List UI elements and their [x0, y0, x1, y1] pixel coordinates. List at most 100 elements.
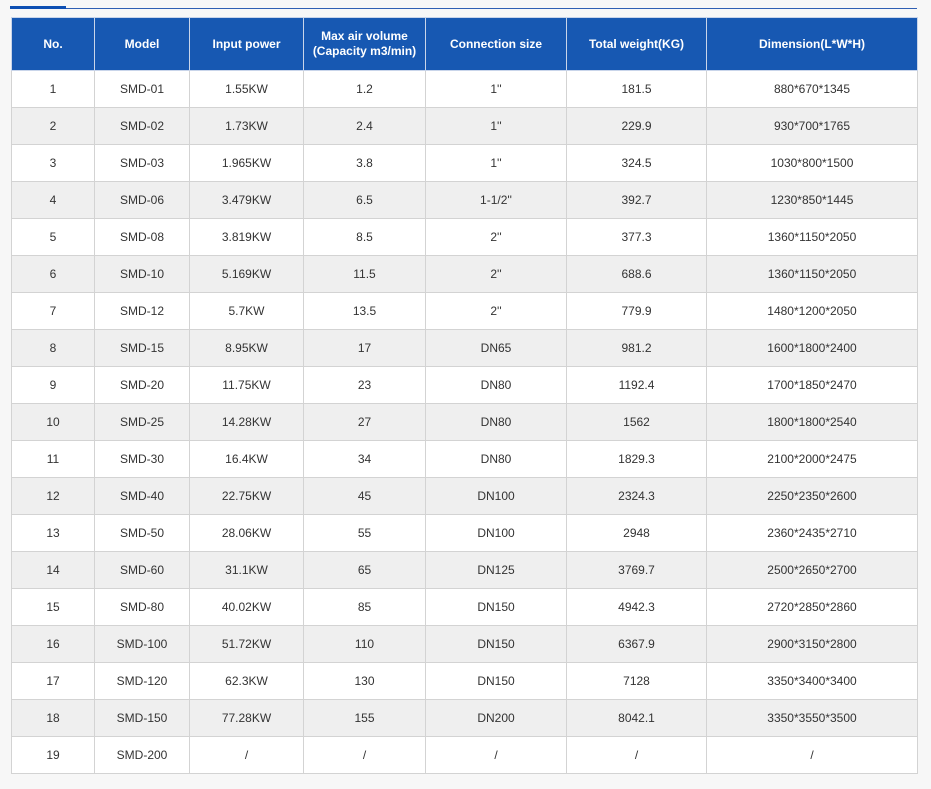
cell-dimension: /	[706, 736, 918, 774]
cell-max-air-volume: 6.5	[303, 181, 426, 219]
cell-max-air-volume: 2.4	[303, 107, 426, 145]
table-row: 9 SMD-20 11.75KW 23 DN80 1192.4 1700*1850*2470	[11, 366, 918, 404]
cell-max-air-volume: 8.5	[303, 218, 426, 256]
cell-no: 3	[11, 144, 95, 182]
cell-total-weight: 377.3	[566, 218, 707, 256]
cell-dimension: 2720*2850*2860	[706, 588, 918, 626]
cell-input-power: 3.479KW	[189, 181, 304, 219]
cell-model: SMD-02	[94, 107, 190, 145]
cell-total-weight: 229.9	[566, 107, 707, 145]
cell-connection-size: /	[425, 736, 567, 774]
cell-dimension: 2500*2650*2700	[706, 551, 918, 589]
cell-total-weight: 688.6	[566, 255, 707, 293]
cell-input-power: 14.28KW	[189, 403, 304, 441]
cell-model: SMD-15	[94, 329, 190, 367]
cell-dimension: 1230*850*1445	[706, 181, 918, 219]
cell-input-power: 16.4KW	[189, 440, 304, 478]
cell-dimension: 1360*1150*2050	[706, 218, 918, 256]
cell-input-power: 28.06KW	[189, 514, 304, 552]
cell-total-weight: 779.9	[566, 292, 707, 330]
table-row: 6 SMD-10 5.169KW 11.5 2'' 688.6 1360*1150*2050	[11, 255, 918, 293]
table-row: 13 SMD-50 28.06KW 55 DN100 2948 2360*2435*2710	[11, 514, 918, 552]
cell-dimension: 2250*2350*2600	[706, 477, 918, 515]
cell-max-air-volume: 13.5	[303, 292, 426, 330]
cell-connection-size: DN100	[425, 514, 567, 552]
table-row: 11 SMD-30 16.4KW 34 DN80 1829.3 2100*2000*2475	[11, 440, 918, 478]
cell-dimension: 2900*3150*2800	[706, 625, 918, 663]
cell-connection-size: 2''	[425, 255, 567, 293]
cell-model: SMD-200	[94, 736, 190, 774]
cell-model: SMD-30	[94, 440, 190, 478]
table-row: 3 SMD-03 1.965KW 3.8 1'' 324.5 1030*800*1500	[11, 144, 918, 182]
cell-dimension: 1600*1800*2400	[706, 329, 918, 367]
col-header-connection-size: Connection size	[425, 17, 567, 71]
table-row: 18 SMD-150 77.28KW 155 DN200 8042.1 3350*3550*…	[11, 699, 918, 737]
cell-max-air-volume: 55	[303, 514, 426, 552]
table-row: 16 SMD-100 51.72KW 110 DN150 6367.9 2900*3150*…	[11, 625, 918, 663]
cell-total-weight: 6367.9	[566, 625, 707, 663]
cell-no: 4	[11, 181, 95, 219]
cell-model: SMD-08	[94, 218, 190, 256]
cell-total-weight: 4942.3	[566, 588, 707, 626]
cell-no: 17	[11, 662, 95, 700]
cell-dimension: 1700*1850*2470	[706, 366, 918, 404]
table-row: 5 SMD-08 3.819KW 8.5 2'' 377.3 1360*1150*2050	[11, 218, 918, 256]
col-header-max-air-volume-unit: (Capacity m3/min)	[312, 44, 417, 58]
table-row: 12 SMD-40 22.75KW 45 DN100 2324.3 2250*2350*26…	[11, 477, 918, 515]
cell-max-air-volume: 65	[303, 551, 426, 589]
cell-model: SMD-150	[94, 699, 190, 737]
cell-model: SMD-50	[94, 514, 190, 552]
cell-no: 15	[11, 588, 95, 626]
cell-max-air-volume: 17	[303, 329, 426, 367]
cell-input-power: 1.55KW	[189, 70, 304, 108]
cell-max-air-volume: /	[303, 736, 426, 774]
col-header-max-air-volume-title: Max air volume	[321, 29, 408, 43]
cell-total-weight: 2948	[566, 514, 707, 552]
cell-no: 19	[11, 736, 95, 774]
cell-dimension: 930*700*1765	[706, 107, 918, 145]
active-tab-indicator	[10, 6, 66, 9]
cell-input-power: 5.169KW	[189, 255, 304, 293]
cell-max-air-volume: 11.5	[303, 255, 426, 293]
cell-model: SMD-80	[94, 588, 190, 626]
cell-input-power: 3.819KW	[189, 218, 304, 256]
cell-connection-size: 1''	[425, 144, 567, 182]
cell-total-weight: 981.2	[566, 329, 707, 367]
cell-input-power: 62.3KW	[189, 662, 304, 700]
cell-max-air-volume: 27	[303, 403, 426, 441]
cell-max-air-volume: 85	[303, 588, 426, 626]
cell-dimension: 1030*800*1500	[706, 144, 918, 182]
cell-model: SMD-40	[94, 477, 190, 515]
col-header-no: No.	[11, 17, 95, 71]
table-row: 17 SMD-120 62.3KW 130 DN150 7128 3350*3400*340…	[11, 662, 918, 700]
cell-total-weight: 1192.4	[566, 366, 707, 404]
table-header: No. Model Input power Max air volume (Ca…	[11, 17, 918, 71]
cell-connection-size: 1''	[425, 107, 567, 145]
table-body: 1 SMD-01 1.55KW 1.2 1'' 181.5 880*670*1345 2 SMD…	[11, 70, 918, 774]
cell-dimension: 2360*2435*2710	[706, 514, 918, 552]
cell-no: 10	[11, 403, 95, 441]
specification-table: No. Model Input power Max air volume (Ca…	[11, 17, 918, 774]
cell-model: SMD-03	[94, 144, 190, 182]
cell-total-weight: 1829.3	[566, 440, 707, 478]
col-header-model: Model	[94, 17, 190, 71]
cell-input-power: /	[189, 736, 304, 774]
cell-input-power: 22.75KW	[189, 477, 304, 515]
cell-connection-size: DN150	[425, 662, 567, 700]
cell-connection-size: DN80	[425, 440, 567, 478]
cell-total-weight: 324.5	[566, 144, 707, 182]
cell-dimension: 3350*3550*3500	[706, 699, 918, 737]
cell-connection-size: DN80	[425, 366, 567, 404]
cell-max-air-volume: 45	[303, 477, 426, 515]
table-row: 15 SMD-80 40.02KW 85 DN150 4942.3 2720*2850*28…	[11, 588, 918, 626]
cell-input-power: 5.7KW	[189, 292, 304, 330]
cell-model: SMD-10	[94, 255, 190, 293]
table-row: 19 SMD-200// / / /	[11, 736, 918, 774]
cell-model: SMD-12	[94, 292, 190, 330]
cell-connection-size: 1-1/2''	[425, 181, 567, 219]
cell-no: 7	[11, 292, 95, 330]
cell-input-power: 51.72KW	[189, 625, 304, 663]
table-row: 14 SMD-60 31.1KW 65 DN125 3769.7 2500*2650*270…	[11, 551, 918, 589]
cell-model: SMD-25	[94, 403, 190, 441]
